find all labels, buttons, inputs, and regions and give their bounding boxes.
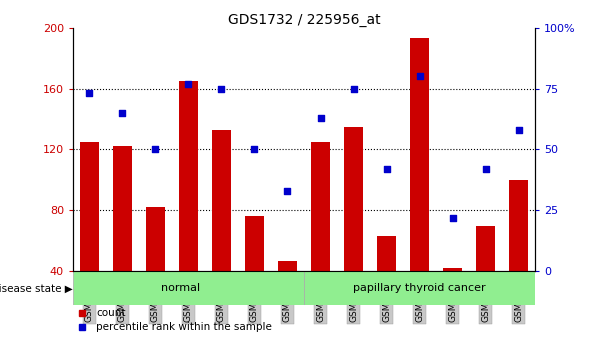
- Bar: [311, 142, 330, 271]
- Bar: [378, 236, 396, 271]
- Point: [117, 110, 127, 116]
- Point: [151, 147, 161, 152]
- Text: disease state ▶: disease state ▶: [0, 283, 72, 293]
- Bar: [304, 271, 535, 305]
- Text: count: count: [96, 308, 126, 318]
- Point: [348, 86, 358, 91]
- Point: [514, 127, 523, 133]
- Bar: [147, 207, 165, 271]
- Bar: [80, 142, 98, 271]
- Point: [382, 166, 392, 172]
- Point: [481, 166, 491, 172]
- Bar: [477, 226, 495, 271]
- Bar: [212, 130, 230, 271]
- Bar: [344, 127, 362, 271]
- Title: GDS1732 / 225956_at: GDS1732 / 225956_at: [227, 12, 381, 27]
- Bar: [278, 260, 297, 271]
- Text: percentile rank within the sample: percentile rank within the sample: [96, 322, 272, 332]
- Bar: [443, 268, 461, 271]
- Point: [415, 73, 424, 79]
- Point: [85, 91, 94, 96]
- Bar: [73, 271, 304, 305]
- Bar: [510, 180, 528, 271]
- Point: [447, 215, 457, 220]
- Point: [283, 188, 292, 194]
- Text: papillary thyroid cancer: papillary thyroid cancer: [353, 283, 486, 293]
- Bar: [246, 216, 263, 271]
- Point: [250, 147, 260, 152]
- Point: [216, 86, 226, 91]
- Bar: [113, 146, 131, 271]
- Bar: [179, 81, 198, 271]
- Bar: [410, 38, 429, 271]
- Point: [316, 115, 325, 120]
- Text: normal: normal: [161, 283, 200, 293]
- Point: [184, 81, 193, 86]
